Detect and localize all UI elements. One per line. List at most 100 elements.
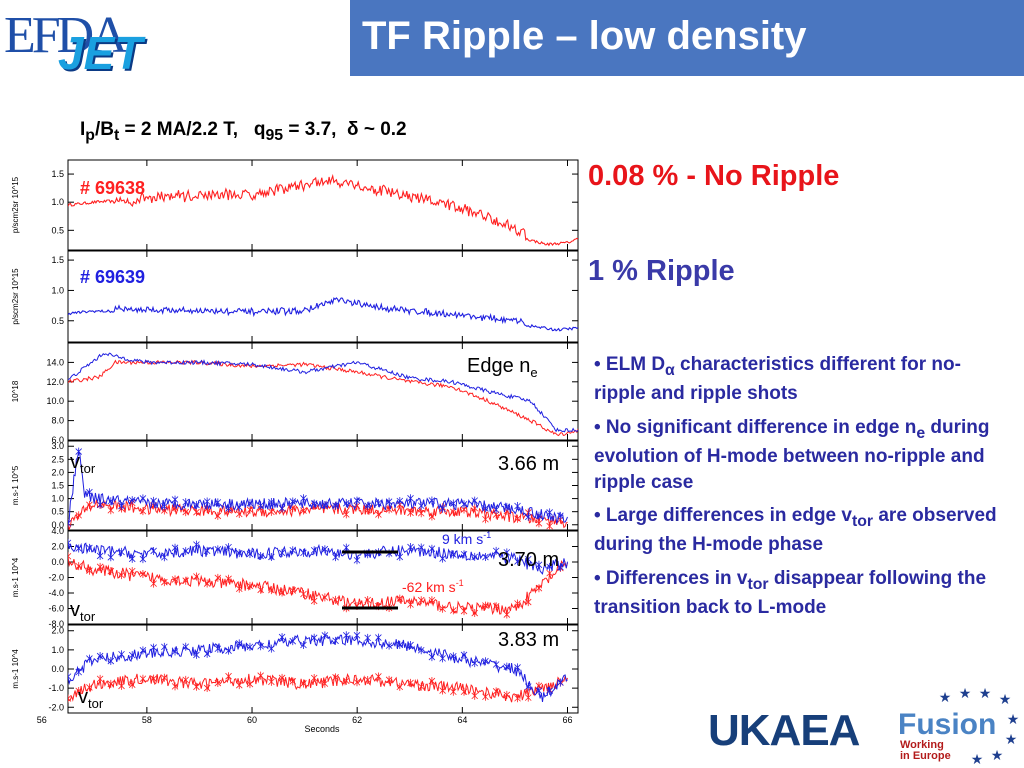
data-point-marker: [171, 495, 179, 504]
data-point-marker: [75, 544, 82, 553]
fusion-logo: Fusion: [898, 708, 997, 741]
data-point-marker: [203, 649, 211, 658]
data-point-marker: [364, 596, 371, 605]
svg-text:★: ★: [1007, 711, 1020, 727]
data-point-marker: [257, 585, 264, 594]
data-point-marker: [118, 681, 125, 690]
data-point-marker: [214, 679, 222, 688]
data-point-marker: [332, 636, 339, 645]
data-point-marker: [214, 545, 222, 554]
data-point-marker: [417, 509, 425, 518]
data-point-marker: [460, 500, 468, 509]
bullet-list: • ELM Dα characteristics different for n…: [594, 352, 1004, 629]
data-point-marker: [471, 691, 479, 700]
data-point-marker: [193, 500, 200, 509]
fusion-logo-subtitle: Working in Europe: [900, 740, 951, 762]
x-tick-label: 64: [457, 715, 467, 725]
data-point-marker: [353, 556, 361, 565]
annotation-62kms: -62 km s-1: [402, 578, 464, 595]
data-point-marker: [107, 506, 115, 515]
plot-frame: [67, 250, 579, 343]
y-axis-label: m.s-1 10^4: [11, 557, 20, 597]
data-point-marker: [289, 677, 297, 686]
data-point-marker: [385, 641, 393, 650]
series-line: [68, 352, 578, 433]
data-point-marker: [439, 504, 446, 513]
data-point-marker: [450, 687, 457, 696]
data-point-marker: [289, 497, 297, 506]
svg-text:★: ★: [1005, 731, 1018, 747]
y-tick-label: 14.0: [46, 357, 64, 367]
series-line: [68, 556, 568, 616]
series-ripple: [68, 631, 568, 702]
data-point-marker: [96, 562, 104, 571]
data-point-marker: [428, 544, 436, 553]
data-point-marker: [524, 693, 532, 702]
data-point-marker: [514, 502, 521, 511]
x-tick-label: 58: [142, 715, 152, 725]
data-point-marker: [321, 593, 329, 602]
data-point-marker: [214, 644, 222, 653]
y-tick-label: 8.0: [51, 416, 64, 426]
data-point-marker: [407, 494, 414, 503]
data-point-marker: [235, 639, 243, 648]
data-point-marker: [514, 694, 521, 703]
data-point-marker: [128, 554, 136, 563]
data-point-marker: [203, 497, 211, 506]
data-point-marker: [407, 641, 414, 650]
data-point-marker: [96, 652, 104, 661]
data-point-marker: [428, 653, 436, 662]
edge-ne-label: Edge ne: [467, 355, 538, 380]
data-point-marker: [492, 687, 500, 696]
data-point-marker: [343, 676, 350, 685]
data-point-marker: [364, 675, 371, 684]
data-point-marker: [353, 496, 361, 505]
data-point-marker: [161, 673, 168, 682]
title-bar: [350, 0, 1024, 76]
efda-logo: EFDA: [4, 7, 128, 64]
data-point-marker: [225, 646, 232, 655]
y-tick-label: 0.5: [51, 316, 64, 326]
y-tick-label: -6.0: [48, 604, 64, 614]
fusion-sub-line2: in Europe: [900, 750, 951, 762]
data-point-marker: [503, 662, 511, 671]
data-point-marker: [150, 546, 157, 555]
data-point-marker: [375, 499, 382, 508]
bullet-item: • ELM Dα characteristics different for n…: [594, 354, 961, 405]
data-point-marker: [332, 501, 339, 510]
data-point-marker: [225, 543, 232, 552]
data-point-marker: [86, 543, 93, 552]
radius-label-370: 3.70 m: [498, 549, 559, 571]
data-point-marker: [428, 677, 436, 686]
data-point-marker: [289, 637, 297, 646]
data-point-marker: [235, 681, 243, 690]
data-point-marker: [343, 499, 350, 508]
data-point-marker: [514, 663, 521, 672]
y-tick-label: 4.0: [51, 526, 64, 536]
data-point-marker: [193, 682, 200, 691]
data-point-marker: [257, 501, 264, 510]
data-point-marker: [300, 641, 307, 650]
data-point-marker: [439, 554, 446, 563]
y-tick-label: -2.0: [48, 702, 64, 712]
data-point-marker: [524, 598, 532, 607]
svg-text:★: ★: [991, 747, 1004, 763]
data-point-marker: [482, 657, 489, 666]
data-point-marker: [139, 507, 147, 516]
data-point-marker: [321, 631, 329, 640]
data-point-marker: [182, 675, 190, 684]
data-point-marker: [193, 508, 200, 517]
data-point-marker: [417, 646, 425, 655]
data-point-marker: [68, 552, 72, 561]
data-point-marker: [268, 644, 275, 653]
data-point-marker: [460, 550, 468, 559]
data-point-marker: [150, 674, 157, 683]
data-point-marker: [75, 668, 82, 677]
data-point-marker: [407, 678, 414, 687]
data-point-marker: [428, 512, 436, 521]
data-point-marker: [96, 500, 104, 509]
data-point-marker: [193, 540, 200, 549]
data-point-marker: [128, 651, 136, 660]
data-point-marker: [139, 646, 147, 655]
series-ripple: [68, 352, 578, 433]
